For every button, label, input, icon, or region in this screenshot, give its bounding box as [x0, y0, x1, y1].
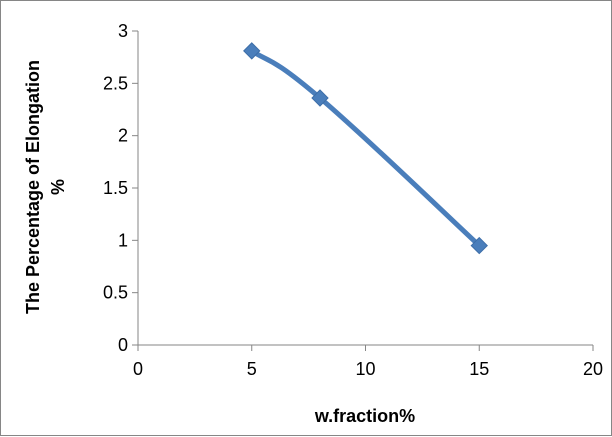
data-point-marker [311, 89, 329, 107]
x-axis-title: w.fraction% [314, 406, 415, 426]
y-axis-title-line-1: The Percentage of Elongation [23, 60, 43, 314]
x-tick-label: 0 [133, 359, 143, 379]
y-tick-label: 1 [118, 230, 128, 250]
data-point-marker [470, 236, 488, 255]
y-axis-title-line-2: % [48, 179, 68, 195]
x-tick-label: 15 [469, 359, 489, 379]
x-tick-label: 20 [583, 359, 603, 379]
x-tick-label: 10 [355, 359, 375, 379]
y-tick-label: 2 [118, 126, 128, 146]
y-tick-label: 1.5 [103, 178, 128, 198]
x-tick-label: 5 [247, 359, 257, 379]
plot-area: 0 0.5 1 1.5 2 2.5 3 0 5 10 15 20 [103, 21, 603, 379]
y-tick-label: 3 [118, 21, 128, 41]
y-tick-label: 0.5 [103, 283, 128, 303]
y-tick-label: 0 [118, 335, 128, 355]
data-point-marker [243, 42, 261, 60]
y-tick-label: 2.5 [103, 73, 128, 93]
series-line [249, 48, 482, 249]
y-axis-title: The Percentage of Elongation % [23, 60, 68, 314]
